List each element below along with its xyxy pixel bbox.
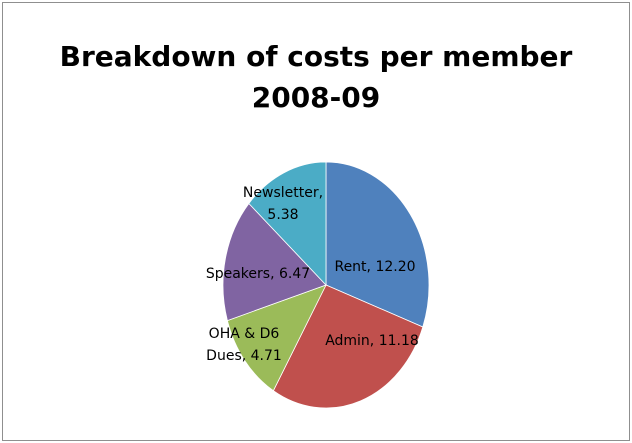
data-label-newsletter: Newsletter, 5.38 bbox=[243, 185, 323, 223]
data-label-speakers: Speakers, 6.47 bbox=[206, 266, 310, 282]
data-label-oha-d6-dues: OHA & D6 Dues, 4.71 bbox=[206, 326, 282, 364]
chart-title: Breakdown of costs per member 2008-09 bbox=[0, 36, 632, 118]
pie-slice-rent bbox=[325, 161, 430, 328]
chart-title-line-1: Breakdown of costs per member bbox=[59, 40, 573, 73]
pie-slice-speakers bbox=[222, 202, 327, 322]
data-label-rent: Rent, 12.20 bbox=[334, 259, 415, 275]
pie-slice-oha-d6-dues bbox=[226, 284, 327, 392]
data-label-admin: Admin, 11.18 bbox=[325, 333, 419, 349]
pie-slice-newsletter bbox=[248, 161, 327, 287]
chart-title-line-2: 2008-09 bbox=[251, 81, 381, 114]
